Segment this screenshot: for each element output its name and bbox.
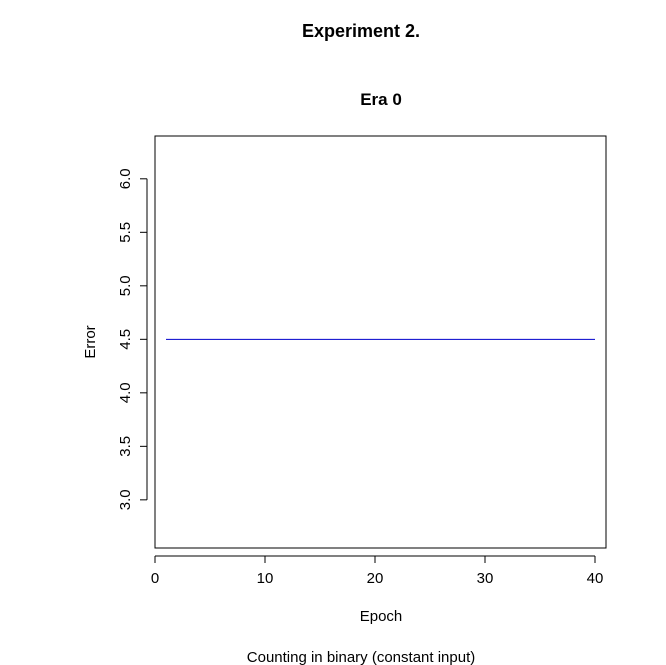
x-tick-label: 0 [151,570,159,587]
figure-caption: Counting in binary (constant input) [247,649,475,665]
y-tick-label: 4.5 [117,329,134,350]
y-tick-label: 3.5 [117,436,134,457]
y-tick-label: 4.0 [117,382,134,403]
y-tick-label: 5.0 [117,275,134,296]
chart-title: Era 0 [360,90,402,109]
x-tick-label: 20 [367,570,384,587]
figure-title: Experiment 2. [302,21,420,41]
x-tick-label: 30 [477,570,494,587]
y-axis-label: Error [82,325,99,358]
x-axis-label: Epoch [360,608,403,625]
y-tick-label: 6.0 [117,168,134,189]
y-tick-label: 5.5 [117,222,134,243]
plot-frame [154,135,607,549]
x-tick-label: 40 [587,570,604,587]
y-tick-label: 3.0 [117,489,134,510]
x-axis: 0 10 20 30 40 [151,555,604,587]
y-axis: 3.0 3.5 4.0 4.5 5.0 5.5 6.0 [117,168,148,510]
x-tick-label: 10 [257,570,274,587]
